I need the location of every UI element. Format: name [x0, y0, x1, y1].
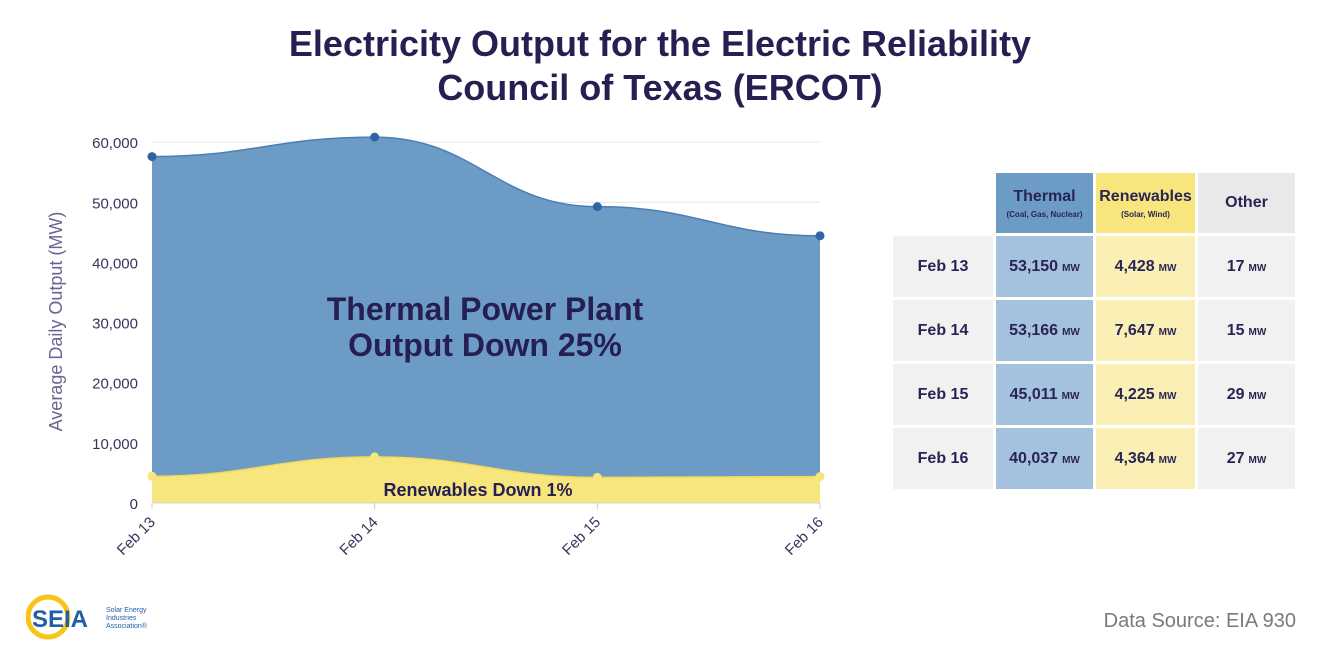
cell-unit: MW [1248, 326, 1267, 338]
table-row: Feb 14 53,166 MW 7,647 MW 15 MW [893, 300, 1295, 361]
table-header-other: Other [1198, 173, 1295, 233]
cell-other: 29 MW [1198, 364, 1295, 425]
renewables-annotation: Renewables Down 1% [383, 480, 572, 500]
cell-renewables: 4,364 MW [1096, 428, 1195, 489]
thermal-area [152, 137, 820, 503]
thermal-annotation-line-1: Thermal Power Plant [327, 291, 644, 327]
cell-unit: MW [1062, 262, 1080, 274]
row-date: Feb 14 [893, 300, 993, 361]
logo-line-2: Industries [106, 615, 137, 622]
table-row: Feb 15 45,011 MW 4,225 MW 29 MW [893, 364, 1295, 425]
cell-unit: MW [1248, 454, 1267, 466]
y-tick-label: 30,000 [92, 316, 138, 333]
logo-wordmark: SEIA [32, 606, 88, 633]
table-row: Feb 13 53,150 MW 4,428 MW 17 MW [893, 236, 1295, 297]
thermal-point [592, 202, 602, 212]
logo-line-1: Solar Energy [106, 607, 147, 614]
header-renewables-label: Renewables [1099, 187, 1192, 205]
cell-unit: MW [1062, 326, 1080, 338]
cell-unit: MW [1061, 390, 1080, 402]
table-header-renewables: Renewables (Solar, Wind) [1096, 173, 1195, 233]
cell-unit: MW [1158, 326, 1177, 338]
thermal-point [370, 132, 380, 142]
cell-thermal: 45,011 MW [996, 364, 1093, 425]
row-date: Feb 16 [893, 428, 993, 489]
thermal-point [147, 152, 157, 162]
cell-unit: MW [1158, 390, 1177, 402]
cell-other: 15 MW [1198, 300, 1295, 361]
table-row: Feb 16 40,037 MW 4,364 MW 27 MW [893, 428, 1295, 489]
table-header-blank [893, 173, 993, 233]
cell-renewables: 4,225 MW [1096, 364, 1195, 425]
cell-unit: MW [1158, 454, 1177, 466]
header-other-label: Other [1225, 194, 1268, 211]
cell-value: 53,150 [1009, 257, 1059, 275]
cell-renewables: 4,428 MW [1096, 236, 1195, 297]
cell-value: 15 [1226, 321, 1245, 339]
x-tick-label: Feb 13 [114, 514, 159, 559]
cell-thermal: 53,166 MW [996, 300, 1093, 361]
y-tick-label: 20,000 [92, 376, 138, 393]
cell-value: 45,011 [1009, 385, 1058, 403]
row-date: Feb 13 [893, 236, 993, 297]
x-tick-label: Feb 14 [336, 514, 381, 559]
cell-value: 4,428 [1114, 257, 1155, 275]
y-tick-label: 60,000 [92, 135, 138, 152]
cell-value: 4,225 [1114, 385, 1155, 403]
y-tick-label: 0 [130, 496, 138, 513]
renewables-point [370, 452, 380, 462]
header-thermal-sub: (Coal, Gas, Nuclear) [1006, 209, 1083, 219]
logo-sun-ring [26, 594, 71, 640]
cell-thermal: 53,150 MW [996, 236, 1093, 297]
data-source: Data Source: EIA 930 [1103, 610, 1296, 632]
row-date: Feb 15 [893, 364, 993, 425]
cell-other: 27 MW [1198, 428, 1295, 489]
header-thermal-label: Thermal [1013, 187, 1076, 205]
thermal-annotation-line-2: Output Down 25% [348, 327, 622, 363]
x-tick-label: Feb 15 [559, 514, 604, 559]
table-header-thermal: Thermal (Coal, Gas, Nuclear) [996, 173, 1093, 233]
cell-value: 27 [1226, 449, 1245, 467]
cell-value: 7,647 [1114, 321, 1155, 339]
cell-value: 29 [1226, 385, 1245, 403]
y-tick-label: 10,000 [92, 436, 138, 453]
header-renewables-sub: (Solar, Wind) [1121, 209, 1170, 219]
thermal-point [815, 231, 825, 241]
cell-value: 53,166 [1009, 321, 1059, 339]
cell-value: 4,364 [1114, 449, 1155, 467]
seia-logo: SEIA Solar Energy Industries Association… [26, 594, 148, 640]
renewables-point [815, 472, 825, 482]
chart-title: Electricity Output for the Electric Reli… [0, 22, 1320, 110]
y-tick-label: 40,000 [92, 255, 138, 272]
thermal-line [151, 136, 821, 237]
cell-unit: MW [1248, 262, 1267, 274]
logo-line-3: Association® [106, 622, 148, 630]
renewables-line [151, 456, 821, 479]
y-axis-label: Average Daily Output (MW) [46, 212, 66, 432]
title-line-1: Electricity Output for the Electric Reli… [288, 23, 1032, 64]
cell-value: 17 [1226, 257, 1245, 275]
cell-unit: MW [1062, 454, 1080, 466]
renewables-area [152, 456, 820, 503]
cell-unit: MW [1158, 262, 1177, 274]
output-table: Thermal (Coal, Gas, Nuclear) Renewables … [890, 170, 1298, 492]
cell-unit: MW [1248, 390, 1267, 402]
table-header-row: Thermal (Coal, Gas, Nuclear) Renewables … [893, 173, 1295, 233]
renewables-point [147, 471, 157, 481]
y-tick-label: 50,000 [92, 195, 138, 212]
title-line-2: Council of Texas (ERCOT) [437, 67, 883, 108]
area-chart: 0 10,000 20,000 30,000 40,000 50,000 60,000 Feb… [46, 132, 827, 559]
cell-value: 40,037 [1009, 449, 1059, 467]
cell-other: 17 MW [1198, 236, 1295, 297]
x-tick-label: Feb 16 [782, 514, 827, 559]
cell-renewables: 7,647 MW [1096, 300, 1195, 361]
cell-thermal: 40,037 MW [996, 428, 1093, 489]
renewables-point [592, 472, 602, 482]
